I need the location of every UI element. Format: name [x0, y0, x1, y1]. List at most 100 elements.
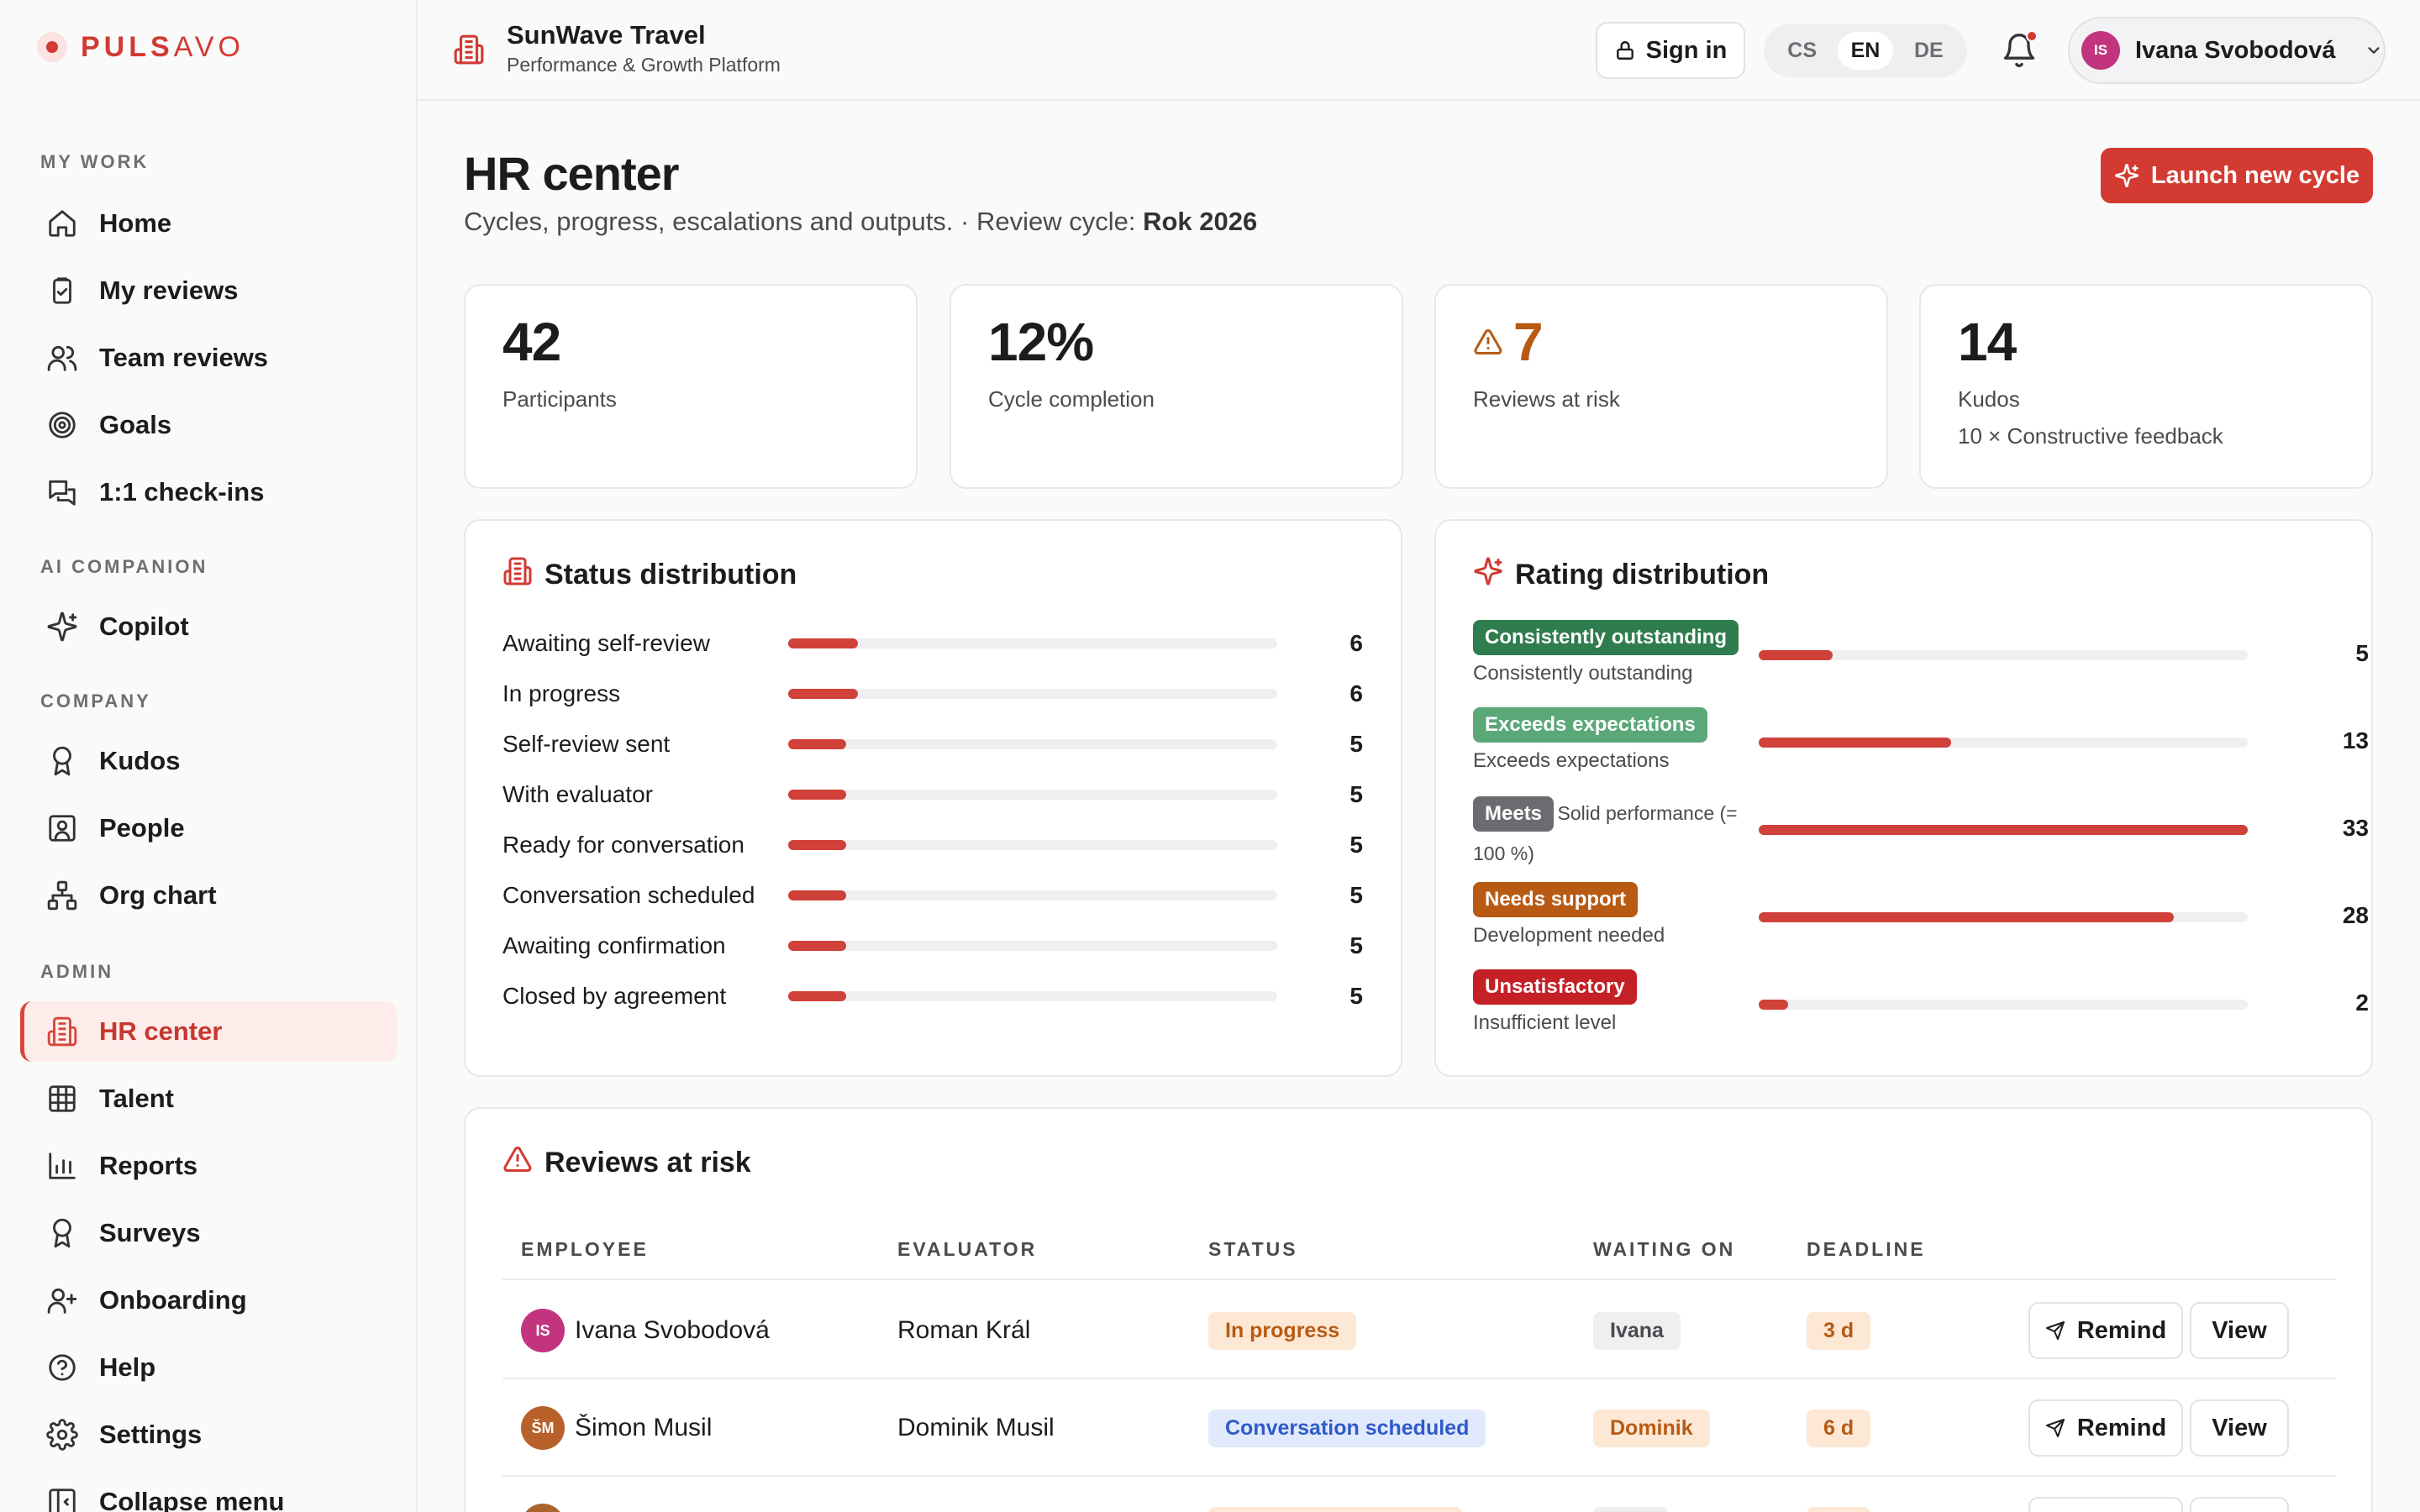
lang-de[interactable]: DE: [1913, 38, 1944, 62]
status-bar-track: [788, 890, 1277, 900]
sidebar-item-my-reviews[interactable]: My reviews: [20, 260, 397, 321]
status-count: 5: [1349, 983, 1363, 1009]
sidebar-item-label: Talent: [99, 1084, 174, 1113]
status-cell: In progress: [1208, 1282, 1357, 1379]
rating-label-group: Exceeds expectations Exceeds expectations: [1473, 707, 1755, 780]
col-evaluator[interactable]: EVALUATOR: [897, 1238, 1038, 1260]
section-my-work: MY WORK: [40, 151, 150, 172]
status-label: Awaiting self-review: [502, 630, 710, 656]
sidebar-item-help[interactable]: Help: [20, 1337, 397, 1398]
stat-card-completion: 12% Cycle completion: [950, 284, 1403, 489]
launch-cycle-button[interactable]: Launch new cycle: [2101, 148, 2373, 203]
rating-count: 5: [2355, 640, 2369, 666]
remind-button[interactable]: Remind: [2028, 1399, 2183, 1457]
status-cell: Conversation scheduled: [1208, 1379, 1486, 1477]
brand-name-light: AVO: [173, 30, 245, 63]
remind-label: Remind: [2076, 1316, 2167, 1344]
org-chart-icon: [45, 879, 79, 912]
sidebar-item-label: Kudos: [99, 746, 181, 775]
org-switcher[interactable]: SunWave Travel Performance & Growth Plat…: [453, 18, 781, 77]
stat-card-at-risk: 7 Reviews at risk: [1434, 284, 1888, 489]
rating-bar-fill: [1759, 1000, 1789, 1010]
stat-label: Kudos: [1958, 386, 2020, 412]
col-status[interactable]: STATUS: [1208, 1238, 1298, 1260]
chat-icon: [45, 475, 79, 509]
sign-in-button[interactable]: Sign in: [1596, 22, 1745, 79]
sidebar-item-org-chart[interactable]: Org chart: [20, 865, 397, 926]
brand-logo[interactable]: PULSAVO: [37, 30, 245, 64]
status-row: Ready for conversation 5: [502, 828, 1363, 862]
sidebar-item-reports[interactable]: Reports: [20, 1136, 397, 1196]
lang-cs[interactable]: CS: [1787, 38, 1818, 62]
logo-pulse-icon: [37, 32, 67, 62]
lang-en[interactable]: EN: [1837, 31, 1894, 70]
status-row: In progress 6: [502, 677, 1363, 711]
sidebar-item-label: Settings: [99, 1420, 203, 1449]
col-employee[interactable]: EMPLOYEE: [521, 1238, 649, 1260]
sidebar-item-label: Onboarding: [99, 1285, 247, 1315]
org-name: SunWave Travel: [507, 20, 706, 50]
rating-bar-fill: [1759, 825, 2248, 835]
status-label: In progress: [502, 680, 621, 706]
rating-label-group: Meets Solid performance (= 100 %): [1473, 795, 1755, 875]
view-button[interactable]: View: [2190, 1302, 2289, 1359]
user-menu[interactable]: IS Ivana Svobodová: [2068, 17, 2386, 84]
waiting-on-cell: Dominik: [1593, 1379, 1710, 1477]
rating-label-group: Consistently outstanding Consistently out…: [1473, 620, 1755, 692]
notifications-button[interactable]: [2001, 30, 2038, 69]
waiting-on-cell: Petr: [1593, 1477, 1668, 1512]
table-header: EMPLOYEE EVALUATOR STATUS WAITING ON DEA…: [502, 1221, 2336, 1280]
employee-name[interactable]: Šimon Musil: [575, 1414, 713, 1441]
sidebar-item-surveys[interactable]: Surveys: [20, 1203, 397, 1263]
sidebar-item-label: Home: [99, 208, 172, 238]
sidebar-item-label: Collapse menu: [99, 1487, 285, 1512]
sidebar-item-1-1-check-ins[interactable]: 1:1 check-ins: [20, 462, 397, 522]
rating-description: Insufficient level: [1473, 1011, 1617, 1034]
employee-name[interactable]: Ivana Svobodová: [575, 1316, 770, 1344]
sidebar-item-collapse-menu[interactable]: Collapse menu: [20, 1472, 397, 1512]
stat-label: Participants: [502, 386, 617, 412]
sidebar-item-goals[interactable]: Goals: [20, 395, 397, 455]
sidebar: PULSAVO MY WORK AI COMPANION COMPANY ADM…: [0, 0, 418, 1512]
sidebar-item-talent[interactable]: Talent: [20, 1068, 397, 1129]
remind-button[interactable]: Remind: [2028, 1302, 2183, 1359]
col-deadline[interactable]: DEADLINE: [1807, 1238, 1926, 1260]
table-row: PVPetr Vaněk Karel Bartoš Awaiting confirm…: [502, 1477, 2336, 1512]
status-row: Awaiting self-review 6: [502, 627, 1363, 660]
rating-distribution-card: Rating distribution Consistently outstan…: [1434, 519, 2373, 1077]
sidebar-item-team-reviews[interactable]: Team reviews: [20, 328, 397, 388]
rating-distribution-title: Rating distribution: [1515, 559, 1770, 591]
view-button[interactable]: View: [2190, 1399, 2289, 1457]
grid-icon: [45, 1082, 79, 1116]
sidebar-item-people[interactable]: People: [20, 798, 397, 858]
col-waiting-on[interactable]: WAITING ON: [1593, 1238, 1736, 1260]
status-label: With evaluator: [502, 781, 653, 807]
sidebar-item-label: Help: [99, 1352, 156, 1382]
deadline-badge: 6 d: [1807, 1506, 1871, 1512]
actions-cell: Remind View: [2028, 1477, 2289, 1512]
sparkles-icon: [45, 610, 79, 643]
org-subtitle: Performance & Growth Platform: [507, 54, 781, 76]
status-bar-track: [788, 689, 1277, 699]
sidebar-item-kudos[interactable]: Kudos: [20, 731, 397, 791]
bar-chart-icon: [45, 1149, 79, 1183]
view-button[interactable]: View: [2190, 1497, 2289, 1512]
sidebar-item-copilot[interactable]: Copilot: [20, 596, 397, 657]
remind-button[interactable]: Remind: [2028, 1497, 2183, 1512]
waiting-on-cell: Ivana: [1593, 1282, 1681, 1379]
gear-icon: [45, 1418, 79, 1452]
employee-cell: PVPetr Vaněk: [521, 1477, 697, 1512]
sidebar-item-home[interactable]: Home: [20, 193, 397, 254]
status-distribution-card: Status distribution Awaiting self-review…: [464, 519, 1402, 1077]
rating-row: Exceeds expectations Exceeds expectations…: [1473, 707, 2369, 785]
evaluator-cell: Dominik Musil: [897, 1379, 1055, 1477]
avatar: PV: [521, 1504, 565, 1512]
status-row: Conversation scheduled 5: [502, 879, 1363, 912]
sidebar-item-onboarding[interactable]: Onboarding: [20, 1270, 397, 1331]
award-icon: [45, 1216, 79, 1250]
sidebar-item-settings[interactable]: Settings: [20, 1404, 397, 1465]
sidebar-item-hr-center[interactable]: HR center: [20, 1001, 397, 1062]
status-distribution-title: Status distribution: [544, 559, 797, 591]
contact-icon: [45, 811, 79, 845]
